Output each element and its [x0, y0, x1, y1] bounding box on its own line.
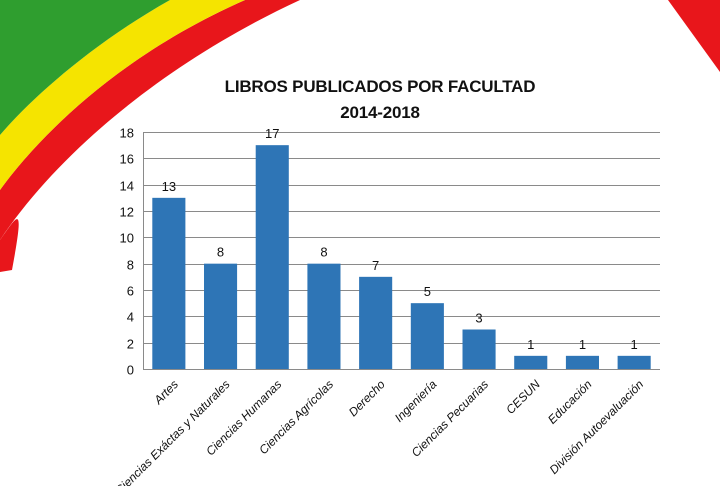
- data-label: 5: [424, 284, 431, 299]
- bars: [152, 145, 651, 369]
- bar: [514, 355, 548, 369]
- data-label: 7: [372, 258, 379, 273]
- x-tick-label: CESUN: [503, 377, 543, 417]
- chart-subtitle: 2014-2018: [340, 103, 420, 122]
- data-label: 17: [265, 126, 279, 141]
- x-tick-label: División Autoevaluación: [547, 377, 647, 477]
- y-tick-label: 0: [127, 363, 134, 378]
- y-tick-label: 6: [127, 284, 134, 299]
- data-label: 1: [579, 337, 586, 352]
- data-label: 1: [631, 337, 638, 352]
- decorative-corner-top-right: [668, 0, 720, 72]
- bar: [152, 197, 186, 369]
- y-tick-label: 16: [120, 152, 134, 167]
- y-axis-ticks: 0 2 4 6 8 10 12 14 16 18: [120, 126, 134, 378]
- data-label: 3: [475, 311, 482, 326]
- decorative-flag-ribbon: [0, 0, 300, 272]
- ribbon-red-lower: [0, 219, 19, 272]
- bar: [359, 276, 393, 369]
- y-tick-label: 18: [120, 126, 134, 141]
- y-tick-label: 2: [127, 337, 134, 352]
- chart-title-main: LIBROS PUBLICADOS POR FACULTAD: [224, 77, 536, 96]
- x-tick-label: Derecho: [346, 377, 388, 419]
- chart-title: LIBROS PUBLICADOS POR FACULTAD 2014-2018: [180, 74, 580, 126]
- bar: [255, 145, 289, 369]
- bar: [410, 303, 444, 369]
- bar: [617, 355, 651, 369]
- y-tick-label: 14: [120, 179, 134, 194]
- x-tick-label: Ingeniería: [392, 377, 440, 425]
- y-tick-label: 10: [120, 231, 134, 246]
- data-label: 8: [217, 245, 224, 260]
- bar: [565, 355, 599, 369]
- bar: [307, 263, 341, 369]
- ribbon-green-band: [0, 0, 170, 135]
- bar: [204, 263, 238, 369]
- data-label: 1: [527, 337, 534, 352]
- data-label: 13: [162, 179, 176, 194]
- data-label: 8: [320, 245, 327, 260]
- y-tick-label: 12: [120, 205, 134, 220]
- y-tick-label: 8: [127, 258, 134, 273]
- x-tick-label: Artes: [151, 377, 181, 407]
- y-tick-label: 4: [127, 310, 134, 325]
- bar: [462, 329, 496, 369]
- data-labels: 13 8 17 8 7 5 3 1 1 1: [162, 126, 638, 352]
- x-tick-label: Educación: [545, 377, 595, 427]
- ribbon-yellow-band: [0, 0, 245, 190]
